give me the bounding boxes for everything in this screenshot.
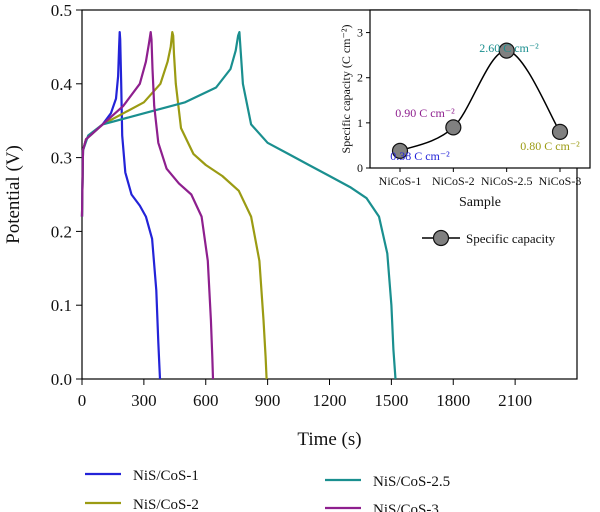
inset-plot: 0 1 2 3 NiCoS-1 NiCoS-2 NiCoS-2.5 NiCoS-3 Sample… [339,9,591,247]
x-tick-label: 1800 [436,391,470,410]
y-tick-label: 0.5 [51,1,72,20]
inset-data-point [391,142,409,159]
inset-data-point [551,123,569,140]
inset-data-point [498,42,515,59]
x-tick-label: 0 [78,391,87,410]
inset-y-tick-label: 1 [357,116,363,130]
inset-x-tick-label: NiCoS-2.5 [481,174,533,188]
series-line-nis-cos-1 [80,30,162,380]
inset-x-tick-label: NiCoS-3 [539,174,582,188]
inset-series-line [399,49,561,152]
inset-data-label: 0.38 C cm⁻² [390,149,450,163]
x-tick-label: 2100 [498,391,532,410]
inset-x-axis-label: Sample [459,195,501,210]
inset-x-tick-label: NiCoS-1 [379,174,422,188]
legend-label: NiS/CoS-2 [133,497,199,512]
inset-y-tick-label: 0 [357,161,363,175]
legend: NiS/CoS-1 NiS/CoS-2 NiS/CoS-2.5 NiS/CoS-3 [85,468,450,512]
inset-x-tick-label: NiCoS-2 [432,174,475,188]
series-line-nis-cos-3 [80,30,215,380]
y-tick-label: 0.0 [51,370,72,389]
inset-data-point [445,119,462,136]
legend-label: NiS/CoS-2.5 [373,474,450,490]
x-tick-label: 1200 [313,391,347,410]
main-plot: 0 300 600 900 1200 1500 1800 2100 0.0 0.1 0.2 0.3 0.… [3,1,578,450]
y-tick-label: 0.1 [51,296,72,315]
inset-legend-label: Specific capacity [466,231,556,246]
y-tick-label: 0.2 [51,222,72,241]
x-tick-label: 600 [193,391,219,410]
y-tick-label: 0.4 [51,75,73,94]
x-axis-label: Time (s) [297,429,361,450]
inset-y-axis-label: Specific capacity (C cm⁻²) [339,25,353,154]
legend-label: NiS/CoS-3 [373,502,439,512]
inset-y-tick-label: 2 [357,71,363,85]
series-line-nis-cos-2-5 [80,30,397,380]
legend-label: NiS/CoS-1 [133,468,199,484]
series-line-nis-cos-2 [80,30,268,380]
inset-data-label: 0.90 C cm⁻² [395,106,455,120]
x-tick-label: 1500 [374,391,408,410]
inset-y-tick-label: 3 [357,26,363,40]
y-axis-label: Potential (V) [3,145,24,244]
inset-legend-swatch-marker [432,229,450,247]
y-tick-label: 0.3 [51,149,72,168]
inset-data-label: 2.60 C cm⁻² [479,41,539,55]
inset-data-label: 0.80 C cm⁻² [520,139,580,153]
x-tick-label: 900 [255,391,281,410]
inset-frame [369,9,591,169]
x-tick-label: 300 [131,391,157,410]
